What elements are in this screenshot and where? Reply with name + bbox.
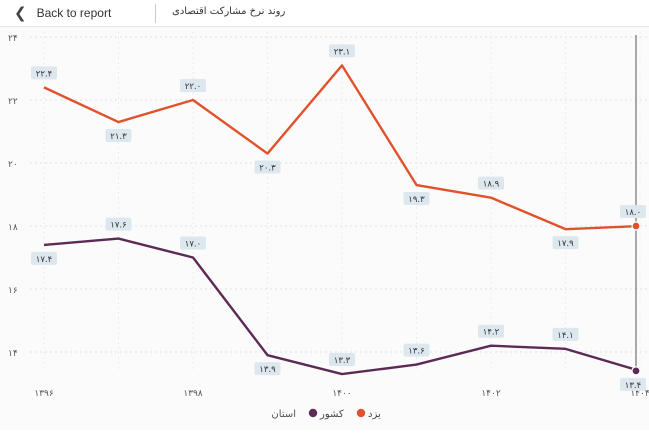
data-label: ۲۲.۴: [36, 69, 52, 79]
x-tick-label: ۱۳۹۶: [34, 389, 54, 399]
legend-label-country: کشور: [319, 409, 344, 420]
back-to-report-button[interactable]: ❮ Back to report: [14, 3, 111, 23]
data-label-box: [180, 79, 206, 92]
x-tick-label: ۱۴۰۲: [481, 389, 501, 399]
series-marker-country: [631, 366, 641, 376]
data-label-box: [105, 217, 132, 231]
data-label-box: [254, 160, 281, 174]
data-label: ۱۴.۱: [557, 331, 573, 341]
data-label: ۲۰.۳: [259, 164, 276, 174]
data-label-box: [180, 236, 206, 250]
data-label: ۱۷.۶: [110, 221, 126, 231]
legend-marker-yazd: [356, 408, 366, 418]
series-line-yazd: [43, 64, 641, 231]
data-label: ۱۷.۰: [185, 240, 201, 250]
y-tick-label: ۲۴: [8, 34, 18, 44]
data-label-box: [552, 236, 579, 250]
data-label: ۲۱.۳: [110, 132, 127, 142]
data-label-box: [31, 66, 57, 80]
data-label-box: [105, 129, 132, 143]
top-bar: ❮ Back to report روند نرخ مشارکت اقتصادی: [0, 0, 649, 27]
data-label: ۲۲.۰: [185, 82, 201, 92]
x-tick-label: ۱۴۰۴: [630, 389, 649, 399]
y-tick-label: ۱۸: [8, 223, 18, 233]
series-line-country: [43, 237, 641, 376]
data-label-box: [478, 176, 504, 190]
y-tick-label: ۱۶: [8, 286, 18, 296]
data-label: ۱۴.۲: [483, 328, 500, 338]
divider: [155, 4, 156, 23]
data-label-box: [478, 324, 504, 338]
series-marker-yazd: [631, 221, 641, 231]
y-tick-label: ۲۲: [8, 97, 18, 107]
data-label-box: [254, 362, 281, 376]
chevron-left-icon: ❮: [14, 4, 27, 22]
data-label: ۱۳.۴: [625, 381, 641, 391]
data-label-box: [329, 44, 355, 58]
data-label-box: [403, 343, 430, 357]
x-tick-label: ۱۴۰۰: [332, 389, 351, 399]
data-label: ۱۸.۰: [625, 208, 641, 218]
page-title: روند نرخ مشارکت اقتصادی: [172, 6, 286, 17]
data-label-box: [31, 251, 57, 265]
y-tick-label: ۲۰: [8, 160, 18, 170]
data-label-box: [552, 327, 579, 341]
x-tick-label: ۱۳۹۸: [183, 389, 203, 399]
back-to-report-label: Back to report: [36, 6, 112, 20]
data-label: ۱۳.۶: [408, 347, 424, 357]
data-label: ۱۷.۴: [36, 255, 52, 265]
data-label-box: [329, 353, 355, 367]
data-label: ۲۳.۱: [334, 47, 350, 57]
data-label: ۱۸.۹: [483, 180, 500, 190]
line-chart: ۱۴ ۱۶ ۱۸ ۲۰ ۲۲ ۲۴ ۱۳۹۶ ۱۳۹۸ ۱۴۰۰ ۱۴۰۲ ۱۴۰۴ ۲۲.۴ ۲۱.۳…: [8, 32, 649, 420]
data-label-box: [620, 205, 646, 218]
data-label-box: [620, 377, 646, 391]
data-label: ۱۹.۳: [408, 195, 425, 205]
data-label: ۱۳.۳: [334, 356, 351, 366]
data-label: ۱۷.۹: [557, 239, 574, 249]
y-tick-label: ۱۴: [8, 349, 18, 359]
chart-area: ۱۴ ۱۶ ۱۸ ۲۰ ۲۲ ۲۴ ۱۳۹۶ ۱۳۹۸ ۱۴۰۰ ۱۴۰۲ ۱۴۰۴ ۲۲.۴ ۲۱.۳…: [0, 27, 649, 430]
legend-label-yazd: یزد: [368, 409, 381, 420]
legend-marker-country: [308, 408, 318, 418]
data-label: ۱۳.۹: [259, 365, 276, 375]
data-label-box: [403, 192, 430, 206]
legend-title: استان: [271, 409, 296, 420]
